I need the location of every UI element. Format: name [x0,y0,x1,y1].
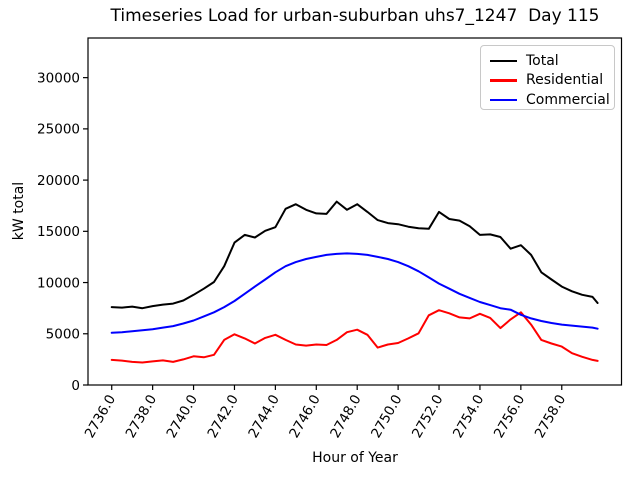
x-tick-label: 2750.0 [368,392,405,441]
y-tick-label: 0 [71,378,80,394]
commercial-line [110,252,599,334]
x-tick-label: 2738.0 [123,392,160,441]
x-axis-label: Hour of Year [312,450,398,466]
x-tick-label: 2748.0 [327,392,364,441]
y-tick-label: 10000 [37,275,80,291]
x-tick-label: 2754.0 [450,392,487,441]
x-tick-label: 2756.0 [491,392,528,441]
legend-item-total: Total [490,51,614,71]
x-tick-label: 2758.0 [532,392,569,441]
x-tick-label: 2742.0 [204,392,241,441]
x-tick-label: 2746.0 [286,392,323,441]
y-tick-label: 30000 [37,70,80,86]
x-tick-label: 2740.0 [164,392,201,441]
chart-title: Timeseries Load for urban-suburban uhs7_… [110,6,600,26]
legend-label: Total [526,52,559,69]
x-tick-label: 2752.0 [409,392,446,441]
total-line [110,200,599,310]
legend-line-sample [490,59,517,62]
y-tick-label: 20000 [37,173,80,189]
plot-frame [87,37,623,386]
legend-label: Residential [526,72,604,89]
legend-item-commercial: Commercial [490,90,614,110]
legend-line-sample [490,98,517,101]
legend: Total Residential Commercial [480,45,615,110]
x-tick-label: 2736.0 [82,392,119,441]
legend-label: Commercial [526,91,610,108]
x-tick-label: 2744.0 [245,392,282,441]
residential-line [110,309,599,364]
y-tick-label: 15000 [37,224,80,240]
series-lines [110,200,599,364]
legend-item-residential: Residential [490,71,614,91]
y-tick-label: 5000 [46,327,80,343]
y-tick-label: 25000 [37,122,80,138]
legend-line-sample [490,79,517,82]
